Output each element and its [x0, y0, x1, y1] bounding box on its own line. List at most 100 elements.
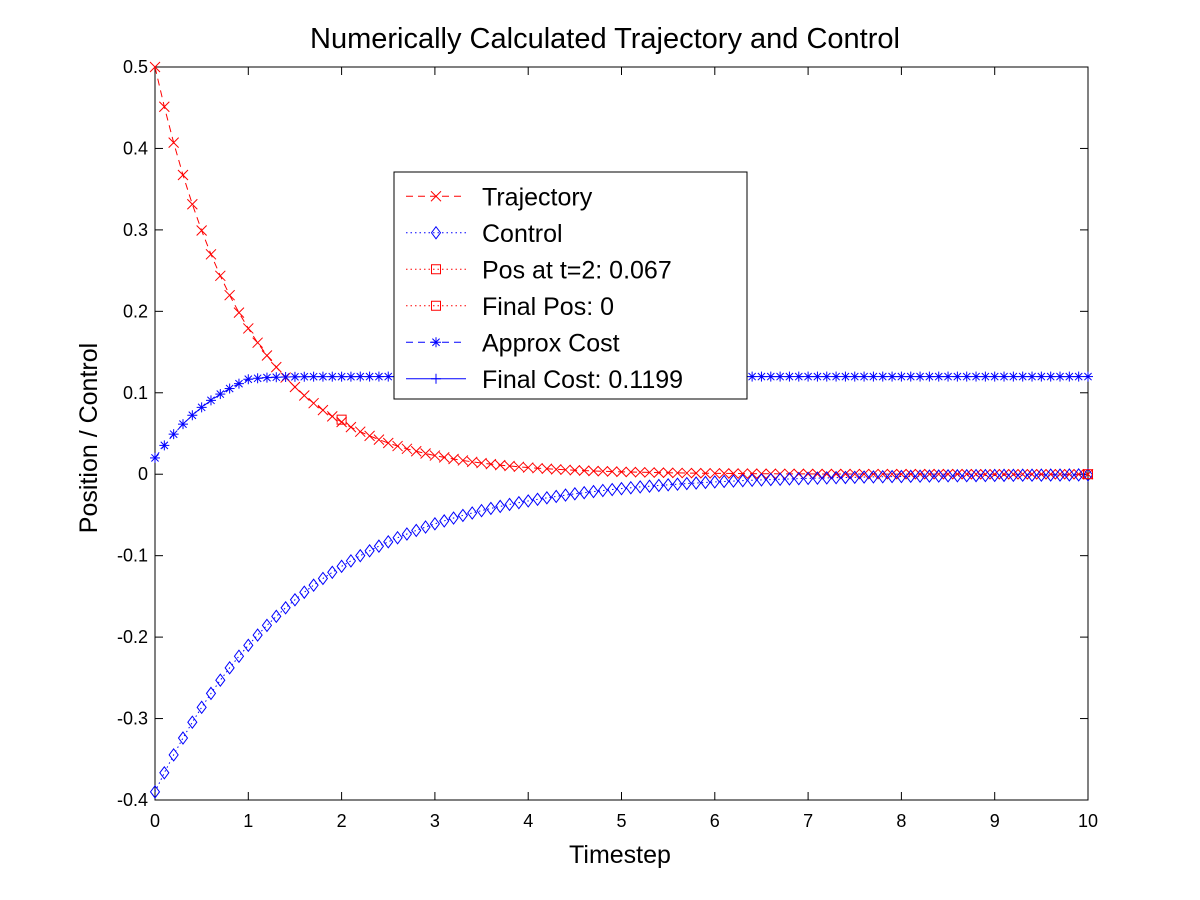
diamond-marker — [168, 748, 179, 762]
x-marker — [289, 381, 301, 393]
diamond-marker — [756, 473, 767, 487]
x-tick-label: 10 — [1078, 811, 1098, 831]
asterisk-marker — [215, 389, 226, 400]
diamond-marker — [205, 686, 217, 701]
asterisk-marker — [849, 371, 860, 382]
diamond-marker — [485, 501, 497, 516]
x-marker — [625, 466, 637, 478]
asterisk-marker — [252, 373, 263, 384]
x-marker — [317, 404, 329, 416]
diamond-marker — [523, 494, 534, 508]
asterisk-marker — [999, 371, 1010, 382]
series-2 — [336, 414, 347, 425]
legend: Trajectory Control Pos at t=2: 0.067 Final … — [393, 171, 748, 400]
asterisk-marker — [271, 372, 282, 383]
x-tick-label: 5 — [616, 811, 626, 831]
asterisk-marker — [803, 371, 814, 382]
x-marker — [457, 455, 469, 466]
square-marker — [1083, 469, 1093, 480]
asterisk-marker — [1055, 371, 1066, 382]
x-marker — [877, 468, 889, 480]
x-marker — [205, 248, 217, 260]
x-marker — [1073, 468, 1085, 480]
asterisk-marker — [924, 371, 935, 382]
diamond-marker — [457, 508, 469, 523]
asterisk-marker — [159, 440, 170, 451]
x-marker — [410, 445, 422, 457]
legend-entry: Pos at t=2: 0.067 — [406, 256, 672, 284]
diamond-marker — [430, 225, 442, 240]
x-marker — [550, 463, 562, 475]
asterisk-marker — [187, 410, 198, 421]
diamond-marker — [961, 468, 972, 483]
diamond-marker — [149, 785, 161, 799]
diamond-marker — [420, 520, 431, 534]
y-tick-label: 0.2 — [123, 301, 148, 321]
diamond-marker — [942, 469, 954, 483]
asterisk-marker — [1027, 371, 1038, 382]
diamond-marker — [681, 476, 692, 491]
asterisk-marker — [1045, 371, 1056, 382]
x-marker — [672, 467, 683, 479]
diamond-marker — [177, 731, 189, 745]
asterisk-marker — [345, 371, 356, 382]
legend-entry: Final Pos: 0 — [406, 293, 614, 321]
asterisk-marker — [961, 371, 972, 382]
diamond-marker — [476, 503, 487, 518]
diamond-marker — [933, 469, 944, 483]
diamond-marker — [989, 468, 1000, 483]
diamond-marker — [252, 628, 263, 642]
diamond-marker — [1017, 468, 1028, 483]
x-marker — [588, 465, 599, 477]
x-tick-label: 0 — [150, 811, 160, 831]
legend-label: Trajectory — [482, 183, 593, 211]
asterisk-marker — [196, 402, 207, 413]
asterisk-marker — [336, 371, 347, 382]
diamond-marker — [1082, 468, 1094, 482]
x-marker — [298, 390, 310, 401]
x-marker — [690, 467, 702, 479]
diamond-marker — [700, 475, 711, 490]
asterisk-marker — [355, 371, 366, 382]
legend-box — [393, 171, 748, 400]
diamond-marker — [625, 480, 636, 495]
diamond-marker — [224, 660, 235, 675]
diamond-marker — [691, 476, 702, 490]
legend-label: Pos at t=2: 0.067 — [482, 256, 672, 284]
diamond-marker — [858, 470, 870, 484]
chart-title: Numerically Calculated Trajectory and Co… — [310, 23, 900, 55]
x-marker — [261, 350, 273, 361]
diamond-marker — [308, 578, 319, 592]
asterisk-marker — [1083, 371, 1093, 382]
series-line — [154, 474, 1088, 793]
legend-label: Final Cost: 0.1199 — [482, 366, 683, 394]
asterisk-marker — [747, 371, 758, 382]
asterisk-marker — [1036, 371, 1047, 382]
diamond-marker — [728, 474, 739, 488]
asterisk-marker — [261, 372, 272, 383]
y-tick-label: 0.5 — [123, 57, 148, 77]
diamond-marker — [877, 469, 888, 484]
x-marker — [504, 460, 515, 472]
y-tick-label: -0.4 — [117, 790, 148, 810]
diamond-marker — [896, 469, 907, 484]
x-marker — [728, 468, 739, 479]
diamond-marker — [439, 514, 450, 528]
x-marker — [448, 453, 459, 465]
x-marker — [513, 461, 525, 473]
diamond-marker — [952, 468, 963, 483]
asterisk-marker — [317, 371, 328, 382]
diamond-marker — [719, 474, 730, 489]
asterisk-marker — [831, 371, 842, 382]
diamond-marker — [672, 477, 683, 491]
asterisk-marker — [793, 371, 804, 382]
x-marker — [616, 466, 627, 478]
diamond-marker — [261, 618, 273, 633]
x-tick-labels: 0 1 2 3 4 5 6 7 8 9 10 — [150, 811, 1098, 831]
diamond-marker — [187, 715, 198, 730]
diamond-marker — [299, 585, 310, 600]
diamond-marker — [551, 489, 562, 504]
asterisk-marker — [952, 371, 963, 382]
asterisk-marker — [308, 371, 319, 382]
